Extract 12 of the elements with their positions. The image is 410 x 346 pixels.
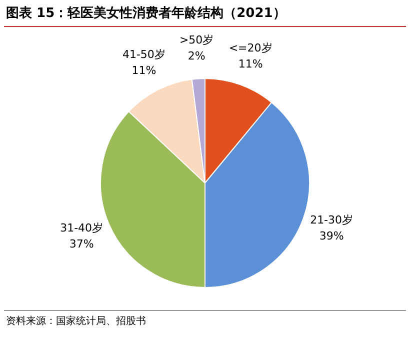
data-label: 11%	[238, 57, 263, 70]
data-label: 11%	[132, 64, 156, 78]
slice-label: 21-30岁	[310, 213, 354, 226]
slice-label: 41-50岁	[122, 48, 166, 62]
data-label: 37%	[69, 237, 94, 250]
slice-label: 31-40岁	[60, 221, 104, 234]
data-label: 2%	[188, 50, 206, 63]
data-label: 39%	[319, 229, 344, 242]
slice-label: >50岁	[179, 34, 214, 47]
text: 资料来源：国家统计局、招股书	[6, 314, 146, 328]
slice-label: <=20岁	[228, 41, 272, 54]
chart-title: 图表 15：轻医美女性消费者年龄结构（2021）	[6, 4, 286, 22]
